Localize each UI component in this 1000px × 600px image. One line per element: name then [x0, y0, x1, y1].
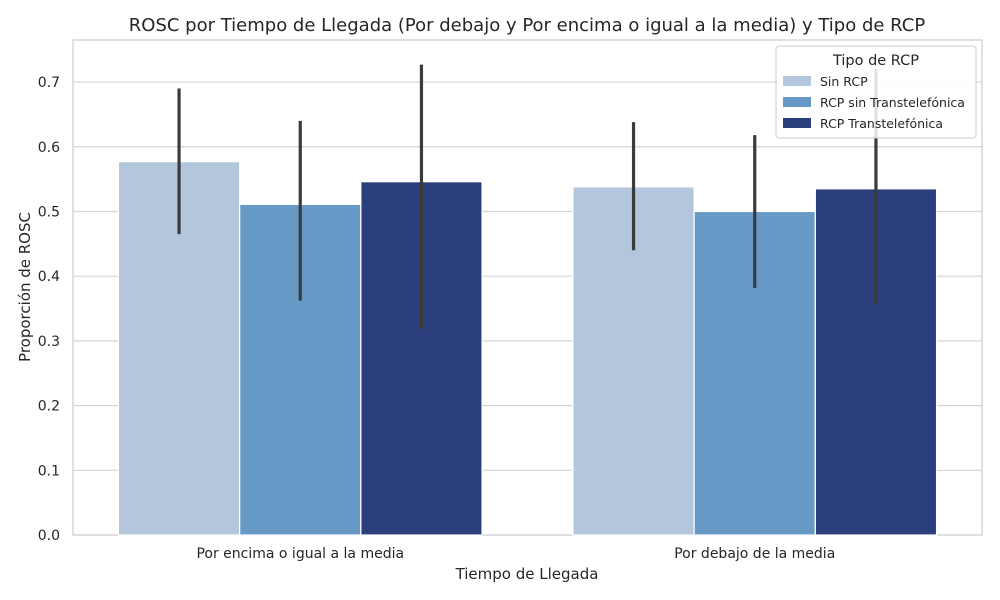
y-tick-label: 0.4	[38, 269, 60, 285]
chart-title: ROSC por Tiempo de Llegada (Por debajo y…	[129, 15, 926, 36]
legend-swatch	[783, 118, 811, 128]
y-tick-label: 0.6	[38, 140, 60, 156]
x-axis-label: Tiempo de Llegada	[455, 565, 599, 583]
legend-swatch	[783, 97, 811, 107]
y-axis-ticks: 0.0 0.1 0.2 0.3 0.4 0.5 0.6 0.7	[38, 75, 60, 544]
y-tick-label: 0.0	[38, 528, 60, 544]
y-tick-label: 0.1	[38, 463, 60, 479]
y-tick-label: 0.3	[38, 334, 60, 350]
error-bars	[177, 64, 878, 330]
legend-label: RCP sin Transtelefónica	[820, 95, 965, 110]
y-tick-label: 0.2	[38, 399, 60, 415]
legend-label: Sin RCP	[820, 74, 868, 89]
legend-label: RCP Transtelefónica	[820, 116, 943, 131]
x-axis-ticks: Por encima o igual a la media Por debajo …	[196, 546, 835, 562]
legend: Tipo de RCP Sin RCP RCP sin Transtelefóni…	[775, 45, 977, 139]
x-tick-label: Por debajo de la media	[674, 546, 835, 562]
y-axis-label: Proporción de ROSC	[16, 212, 34, 362]
y-tick-label: 0.5	[38, 204, 60, 220]
y-tick-label: 0.7	[38, 75, 60, 91]
legend-box	[775, 45, 977, 139]
legend-swatch	[783, 76, 811, 86]
x-tick-label: Por encima o igual a la media	[196, 546, 404, 562]
legend-title: Tipo de RCP	[832, 53, 919, 69]
